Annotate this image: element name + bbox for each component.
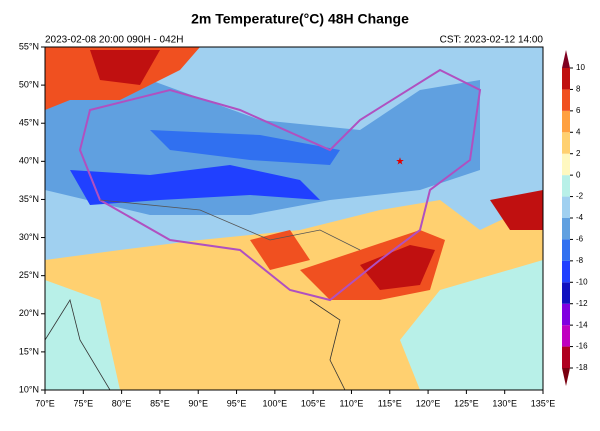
temperature-field: ★ (45, 47, 543, 390)
x-tick-label: 135°E (531, 398, 556, 408)
colorbar-label: -14 (576, 320, 588, 329)
y-tick-label: 45°N (19, 118, 39, 128)
x-tick-label: 85°E (150, 398, 170, 408)
x-tick-label: 110°E (339, 398, 363, 408)
colorbar-label: 0 (576, 170, 581, 179)
colorbar-label: -12 (576, 299, 588, 308)
x-tick-label: 130°E (492, 398, 517, 408)
colorbar-segment (562, 153, 570, 176)
colorbar-segment (562, 282, 570, 304)
x-tick-label: 125°E (454, 398, 479, 408)
x-tick-label: 70°E (35, 398, 55, 408)
y-tick-label: 40°N (19, 156, 39, 166)
map-frame (44, 46, 544, 391)
subtitle-left: 2023-02-08 20:00 090H - 042H (45, 35, 183, 46)
colorbar-segment (562, 175, 570, 197)
y-tick-label: 10°N (19, 384, 39, 394)
x-tick-label: 75°E (73, 398, 93, 408)
x-tick-label: 95°E (227, 398, 247, 408)
colorbar-segment (562, 346, 570, 368)
x-tick-label: 105°E (301, 398, 326, 408)
colorbar-segment (562, 218, 570, 240)
colorbar-segment (562, 260, 570, 283)
x-tick-label: 120°E (416, 398, 441, 408)
colorbar-segment (562, 132, 570, 154)
x-tick-label: 100°E (263, 398, 288, 408)
colorbar-segment (562, 303, 570, 326)
y-tick-label: 30°N (19, 232, 39, 242)
colorbar-segment (562, 239, 570, 261)
colorbar-label: 10 (576, 63, 585, 72)
y-tick-label: 55°N (19, 41, 39, 51)
colorbar-extend-low (562, 368, 570, 386)
colorbar-extend-high (562, 50, 570, 68)
y-tick-label: 50°N (19, 79, 39, 89)
x-tick-label: 90°E (188, 398, 208, 408)
y-tick-label: 15°N (19, 346, 39, 356)
colorbar-label: -8 (576, 256, 584, 265)
colorbar-segment (562, 89, 570, 111)
colorbar-label: 2 (576, 149, 581, 158)
colorbar-label: 4 (576, 127, 581, 136)
colorbar-label: 8 (576, 85, 581, 94)
x-tick-label: 115°E (378, 398, 402, 408)
colorbar-label: -16 (576, 342, 588, 351)
y-tick-label: 25°N (19, 270, 39, 280)
x-tick-label: 80°E (112, 398, 132, 408)
y-tick-label: 35°N (19, 194, 39, 204)
colorbar-label: -6 (576, 235, 584, 244)
colorbar-label: -18 (576, 363, 588, 372)
colorbar-label: -2 (576, 192, 584, 201)
colorbar-label: -4 (576, 213, 584, 222)
capital-star: ★ (396, 157, 405, 168)
colorbar-segment (562, 196, 570, 218)
subtitle-right: CST: 2023-02-12 14:00 (440, 35, 544, 46)
colorbar-label: -10 (576, 277, 588, 286)
y-tick-label: 20°N (19, 308, 39, 318)
colorbar-segment (562, 325, 570, 347)
colorbar-label: 6 (576, 106, 581, 115)
colorbar-segment (562, 110, 570, 133)
title: 2m Temperature(°C) 48H Change (191, 11, 409, 27)
colorbar-segment (562, 68, 570, 90)
